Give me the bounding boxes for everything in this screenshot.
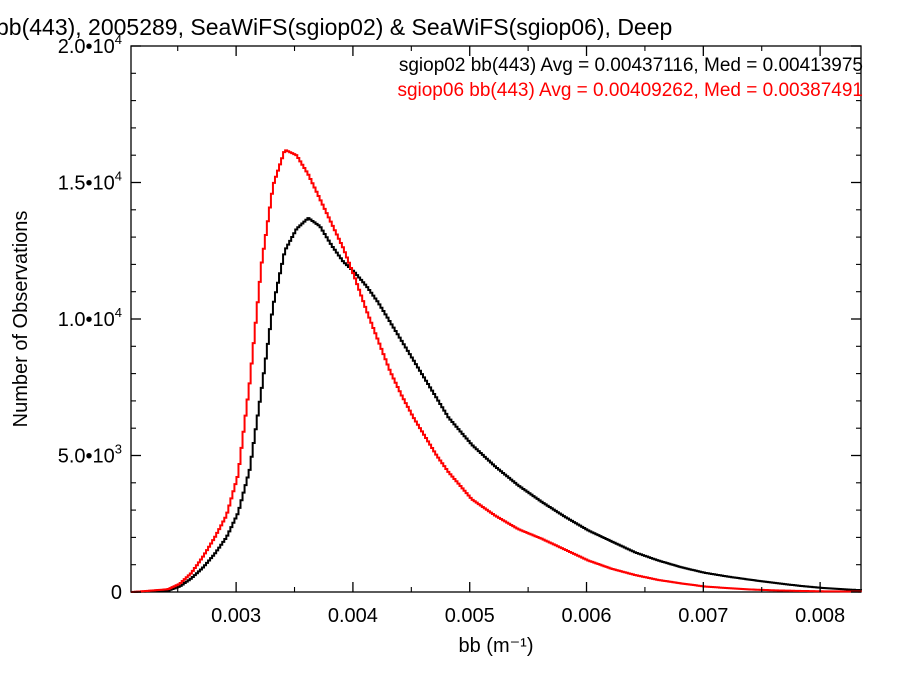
y-axis-ticks: 0 5.0•103 1.0•104 1.5•104 2.0•104 — [58, 32, 861, 604]
legend-entry-sgiop06: sgiop06 bb(443) Avg = 0.00409262, Med = … — [397, 80, 863, 101]
series-line-0 — [131, 217, 862, 593]
x-tick-label-0: 0.003 — [211, 605, 261, 627]
y-tick-label-4: 2.0•104 — [58, 32, 122, 58]
x-axis-ticks: 0.003 0.004 0.005 0.006 0.007 0.008 — [177, 46, 845, 627]
y-tick-label-1: 5.0•103 — [58, 442, 122, 468]
y-axis-label: Number of Observations — [10, 211, 32, 428]
x-tick-label-2: 0.005 — [445, 605, 495, 627]
plot-area: 0.003 0.004 0.005 0.006 0.007 0.008 0 5.0•103 1… — [58, 32, 862, 627]
x-tick-label-5: 0.008 — [795, 605, 845, 627]
x-tick-label-3: 0.006 — [561, 605, 611, 627]
x-tick-label-4: 0.007 — [678, 605, 728, 627]
legend: sgiop02 bb(443) Avg = 0.00437116, Med = … — [397, 55, 863, 101]
x-tick-label-1: 0.004 — [328, 605, 378, 627]
series-layer — [131, 149, 862, 593]
legend-entry-sgiop02: sgiop02 bb(443) Avg = 0.00437116, Med = … — [399, 55, 863, 76]
plot-frame — [130, 45, 862, 593]
chart-title: bb(443), 2005289, SeaWiFS(sgiop02) & Sea… — [0, 14, 672, 40]
y-tick-label-3: 1.5•104 — [58, 169, 122, 195]
series-line-1 — [131, 149, 862, 593]
y-tick-label-2: 1.0•104 — [58, 305, 122, 331]
x-axis-label: bb (m⁻¹) — [459, 635, 534, 657]
y-tick-label-0: 0 — [111, 582, 122, 604]
